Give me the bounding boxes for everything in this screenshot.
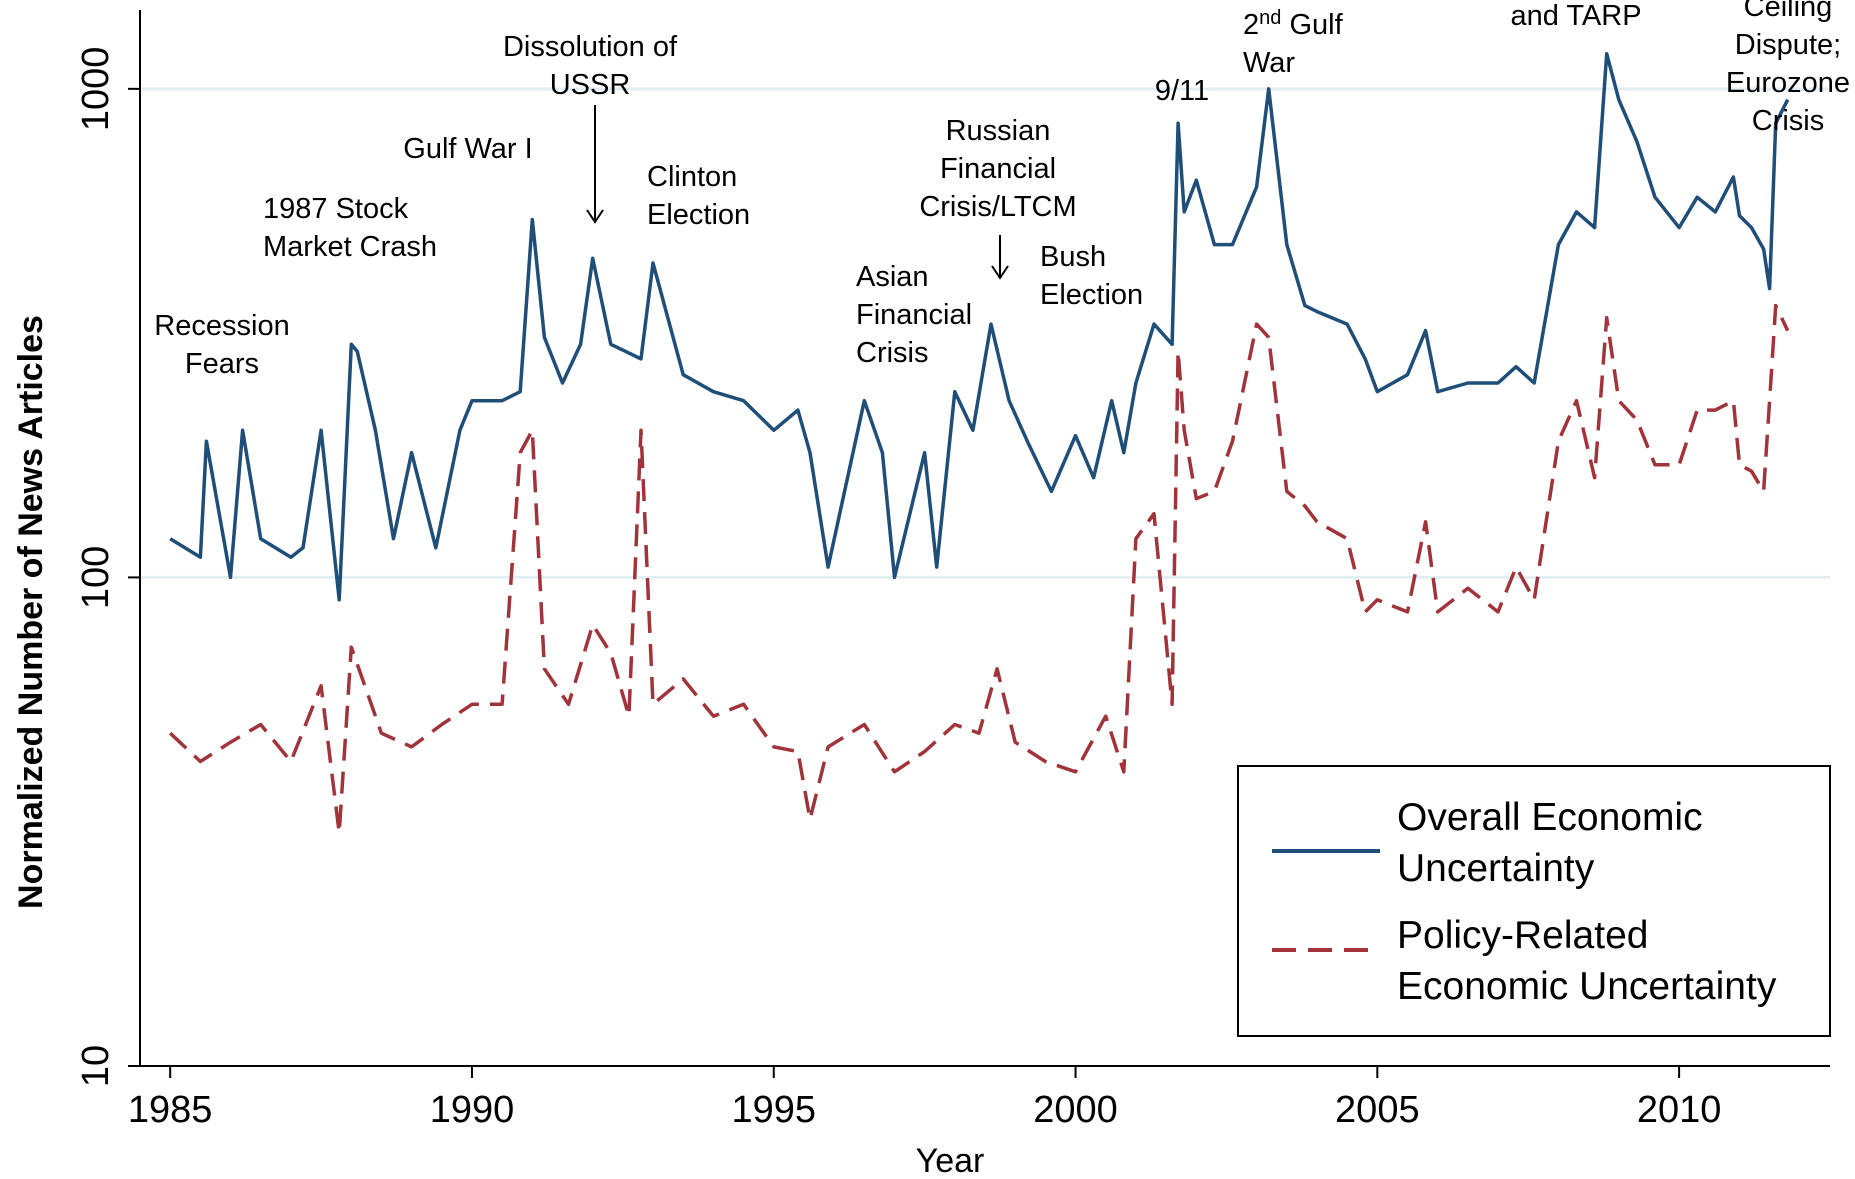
annotation-3-line-0: Dissolution of [503, 31, 678, 63]
annotation-11-line-1: Dispute; [1735, 29, 1841, 61]
x-tick-label-1985: 1985 [128, 1089, 213, 1131]
legend-label-overall-2: Uncertainty [1397, 847, 1595, 890]
annotation-5-line-1: Financial [856, 299, 972, 331]
arrow-ussr-head [586, 209, 604, 224]
legend-box [1237, 765, 1831, 1037]
annotation-11-line-3: Crisis [1752, 105, 1825, 137]
legend-label-policy-1: Policy-Related [1397, 914, 1648, 957]
annotation-5-line-0: Asian [856, 261, 929, 293]
annotation-9-line-1: War [1243, 47, 1295, 79]
annotation-8-line-0: 9/11 [1155, 75, 1209, 107]
grid-lines [140, 87, 1830, 579]
x-tick-label-1995: 1995 [731, 1089, 816, 1131]
event-annotations: Recession Fears 1987 Stock Market Crash Gulf… [154, 0, 1850, 380]
annotation-5-line-2: Crisis [856, 337, 929, 369]
annotation-7-line-0: Bush [1040, 241, 1106, 273]
x-axis-title: Year [916, 1142, 985, 1179]
annotation-2-line-0: Gulf War I [403, 133, 532, 165]
legend: Overall Economic Uncertainty Policy-Rela… [1237, 765, 1831, 1037]
series-line-policy [169, 303, 1790, 835]
legend-label-policy-2: Economic Uncertainty [1397, 965, 1777, 1008]
annotation-6-line-0: Russian [946, 115, 1051, 147]
annotation-1-line-1: Market Crash [263, 231, 437, 263]
annotation-4-line-0: Clinton [647, 161, 737, 193]
y-tick-label-1000: 1000 [75, 47, 117, 132]
annotation-11-line-0: Ceiling [1744, 0, 1833, 23]
annotation-4-line-1: Election [647, 199, 750, 231]
annotation-7-line-1: Election [1040, 279, 1143, 311]
x-tick-label-2010: 2010 [1637, 1089, 1722, 1131]
annotation-3-line-1: USSR [550, 69, 631, 101]
x-tick-label-2005: 2005 [1335, 1089, 1420, 1131]
series-line-overall [169, 51, 1790, 602]
legend-label-overall-1: Overall Economic [1397, 796, 1703, 839]
annotation-0-line-1: Fears [185, 348, 259, 380]
x-tick-label-2000: 2000 [1033, 1089, 1118, 1131]
series-lines [169, 51, 1790, 835]
y-tick-label-10: 10 [75, 1045, 117, 1087]
arrow-russian-head [991, 265, 1009, 280]
annotation-11-line-2: Eurozone [1726, 67, 1850, 99]
annotation-10-line-0: and TARP [1510, 0, 1641, 32]
annotation-6-line-2: Crisis/LTCM [919, 191, 1076, 223]
annotation-9-line-0: 2nd Gulf [1243, 7, 1344, 41]
annotation-6-line-1: Financial [940, 153, 1056, 185]
annotation-0-line-0: Recession [154, 310, 289, 342]
y-axis-title: Normalized Number of News Articles [12, 315, 50, 909]
x-tick-label-1990: 1990 [430, 1089, 515, 1131]
y-tick-label-100: 100 [75, 546, 117, 609]
axes: 1985 1990 1995 2000 2005 2010 10 100 1000 [75, 10, 1830, 1131]
annotation-1-line-0: 1987 Stock [263, 193, 409, 225]
